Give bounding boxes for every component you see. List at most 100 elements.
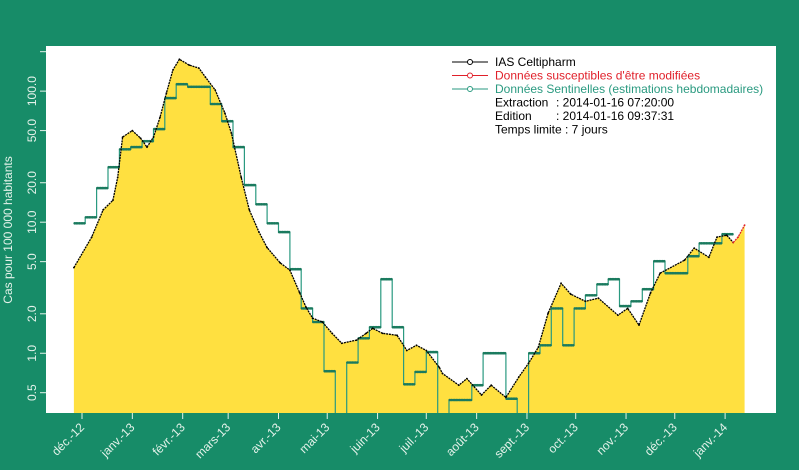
sentinel-point	[630, 300, 643, 303]
x-tick-label: août-13	[443, 420, 482, 459]
x-tick-label: oct.-13	[545, 420, 581, 456]
sentinel-point	[482, 351, 496, 355]
ias-line-point	[224, 112, 226, 114]
sentinel-marker	[208, 85, 211, 89]
sentinel-point	[232, 145, 245, 149]
sentinel-point	[607, 277, 620, 281]
sentinel-point	[96, 186, 109, 190]
ias-line-point	[396, 334, 398, 337]
info-key: Edition	[495, 109, 532, 123]
sentinel-point	[653, 259, 666, 263]
sentinel-marker	[549, 344, 552, 347]
sentinel-marker	[697, 254, 700, 258]
ias-line-point	[73, 266, 75, 269]
ias-line-point	[266, 246, 268, 249]
ias-line-point	[725, 234, 728, 237]
x-tick-label: févr.-13	[150, 420, 188, 458]
ias-line-point	[490, 384, 493, 387]
y-axis-label: Cas pour 100 000 habitants	[1, 156, 15, 303]
ias-line-point	[569, 293, 572, 296]
ias-line-point	[537, 346, 540, 349]
modifiable-line-point	[737, 236, 739, 239]
ias-line-point	[248, 209, 251, 211]
sentinel-point	[323, 369, 336, 373]
sentinel-point	[107, 165, 120, 169]
legend-marker	[467, 86, 473, 92]
x-tick-label: nov.-13	[594, 420, 632, 458]
sentinel-point	[198, 85, 211, 89]
sentinel-marker	[367, 337, 370, 340]
ias-line-point	[480, 394, 483, 396]
x-tick-label: sept.-13	[492, 420, 533, 461]
y-tick-label: 100.0	[25, 76, 39, 106]
sentinel-marker	[83, 222, 86, 225]
ias-line-point	[638, 324, 640, 326]
sentinel-point	[73, 222, 86, 225]
ias-line-point	[178, 58, 181, 61]
sentinel-marker	[522, 418, 525, 421]
sentinel-marker	[140, 145, 143, 149]
ias-line-point	[693, 247, 696, 250]
sentinel-marker	[518, 418, 521, 421]
ias-line-point	[298, 291, 301, 294]
legend-marker	[467, 72, 473, 79]
sentinel-marker	[437, 418, 440, 421]
sentinel-point	[573, 307, 586, 310]
sentinel-marker	[424, 370, 427, 374]
ias-line	[73, 58, 734, 399]
sentinel-point	[255, 203, 268, 206]
sentinel-marker	[469, 398, 473, 402]
ias-line-point	[305, 306, 307, 309]
sentinel-point	[118, 148, 132, 151]
info-key: Temps limite : 7 jours	[495, 123, 608, 137]
ias-line-point	[716, 236, 718, 239]
sentinel-marker	[390, 277, 393, 281]
sentinel-point	[448, 398, 461, 402]
ias-line-point	[355, 339, 358, 341]
ias-line-point	[441, 372, 444, 375]
sentinel-point	[437, 418, 449, 421]
sentinel-marker	[685, 271, 689, 275]
sentinel-marker	[640, 300, 643, 303]
sentinel-marker	[340, 418, 343, 421]
sentinel-marker	[442, 418, 445, 421]
sentinel-point	[596, 283, 609, 286]
x-tick-label: juil.-13	[396, 420, 432, 456]
sentinel-marker	[337, 418, 340, 421]
sentinel-marker	[447, 418, 450, 421]
sentinel-marker	[571, 344, 575, 347]
sentinel-marker	[378, 325, 382, 329]
ias-line-point	[112, 199, 114, 202]
sentinel-marker	[356, 361, 359, 364]
ias-line-point	[365, 332, 368, 335]
modifiable-line-point	[743, 224, 746, 227]
sentinel-point	[550, 307, 564, 310]
sentinel-marker	[345, 418, 348, 421]
y-tick-label: 2.0	[25, 305, 39, 322]
sentinel-point	[710, 242, 723, 245]
ias-line-point	[230, 132, 233, 135]
x-tick-label: mars-13	[192, 420, 233, 461]
ias-line-point	[466, 377, 468, 380]
ias-line-point	[116, 176, 119, 179]
legend-marker	[467, 59, 473, 65]
sentinel-marker	[628, 304, 632, 308]
ias-line-point	[90, 236, 93, 239]
sentinel-point	[164, 96, 177, 100]
ias-line-point	[131, 129, 134, 132]
y-tick-label: 0.5	[25, 384, 39, 401]
sentinel-marker	[151, 139, 154, 143]
sentinel-point	[289, 267, 302, 271]
ias-line-point	[340, 342, 343, 345]
sentinel-marker	[606, 283, 609, 286]
sentinel-marker	[515, 397, 518, 401]
ias-line-point	[560, 282, 562, 285]
sentinel-point	[641, 287, 655, 291]
y-tick-label: 50.0	[25, 119, 39, 143]
ias-line-point	[649, 292, 652, 295]
sentinel-point	[494, 351, 507, 355]
sentinel-marker	[440, 418, 443, 421]
sentinel-point	[562, 344, 575, 347]
sentinel-marker	[503, 351, 507, 355]
